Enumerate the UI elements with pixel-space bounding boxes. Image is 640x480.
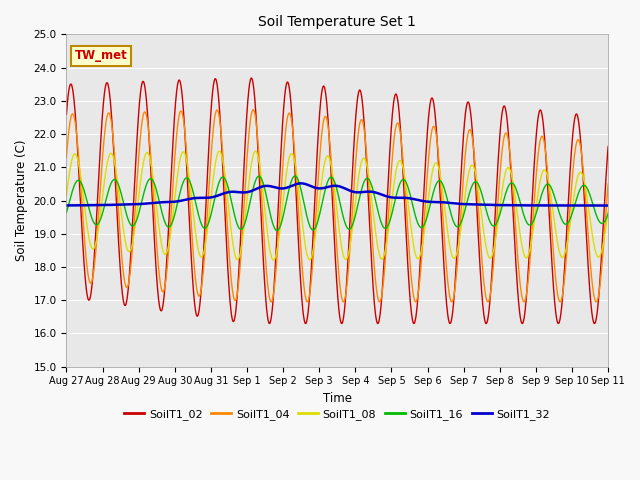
Legend: SoilT1_02, SoilT1_04, SoilT1_08, SoilT1_16, SoilT1_32: SoilT1_02, SoilT1_04, SoilT1_08, SoilT1_… <box>120 405 555 424</box>
Line: SoilT1_32: SoilT1_32 <box>67 183 608 205</box>
Line: SoilT1_08: SoilT1_08 <box>67 151 608 260</box>
SoilT1_16 <box>273 228 281 233</box>
Y-axis label: Soil Temperature (C): Soil Temperature (C) <box>15 140 28 261</box>
SoilT1_08 <box>604 208 612 214</box>
SoilT1_32 <box>604 203 612 208</box>
SoilT1_04 <box>304 299 312 304</box>
SoilT1_04 <box>604 181 612 187</box>
SoilT1_16 <box>104 188 112 194</box>
SoilT1_32 <box>127 202 134 207</box>
SoilT1_16 <box>604 211 612 216</box>
Text: TW_met: TW_met <box>74 49 127 62</box>
Line: SoilT1_02: SoilT1_02 <box>67 78 608 324</box>
SoilT1_16 <box>293 175 301 180</box>
SoilT1_08 <box>372 228 380 234</box>
SoilT1_04 <box>371 273 379 278</box>
SoilT1_02 <box>314 136 322 142</box>
SoilT1_04 <box>250 107 257 113</box>
SoilT1_02 <box>604 144 612 149</box>
SoilT1_04 <box>104 110 112 116</box>
SoilT1_16 <box>291 173 299 179</box>
SoilT1_16 <box>63 210 70 216</box>
Line: SoilT1_04: SoilT1_04 <box>67 110 608 302</box>
Title: Soil Temperature Set 1: Soil Temperature Set 1 <box>259 15 416 29</box>
SoilT1_16 <box>305 218 312 224</box>
SoilT1_08 <box>293 173 301 179</box>
SoilT1_32 <box>297 180 305 186</box>
SoilT1_16 <box>127 221 134 227</box>
SoilT1_08 <box>269 257 277 263</box>
SoilT1_08 <box>104 156 112 161</box>
SoilT1_02 <box>104 83 112 89</box>
SoilT1_32 <box>314 185 321 191</box>
SoilT1_04 <box>127 268 134 274</box>
SoilT1_04 <box>292 178 300 184</box>
SoilT1_32 <box>292 181 300 187</box>
SoilT1_02 <box>248 75 255 81</box>
SoilT1_02 <box>293 209 301 215</box>
SoilT1_16 <box>372 197 380 203</box>
SoilT1_02 <box>127 258 134 264</box>
SoilT1_02 <box>63 111 70 117</box>
SoilT1_04 <box>593 299 600 305</box>
SoilT1_04 <box>63 155 70 160</box>
Line: SoilT1_16: SoilT1_16 <box>67 176 608 230</box>
SoilT1_32 <box>371 190 379 195</box>
SoilT1_08 <box>127 248 134 253</box>
SoilT1_32 <box>304 182 312 188</box>
SoilT1_02 <box>266 321 273 326</box>
SoilT1_32 <box>63 203 70 208</box>
SoilT1_08 <box>63 193 70 199</box>
SoilT1_02 <box>372 311 380 316</box>
SoilT1_16 <box>314 218 322 224</box>
SoilT1_04 <box>314 186 321 192</box>
SoilT1_32 <box>104 202 112 208</box>
SoilT1_08 <box>216 148 223 154</box>
SoilT1_08 <box>305 255 312 261</box>
SoilT1_02 <box>305 309 312 314</box>
SoilT1_08 <box>314 211 322 217</box>
X-axis label: Time: Time <box>323 392 352 405</box>
